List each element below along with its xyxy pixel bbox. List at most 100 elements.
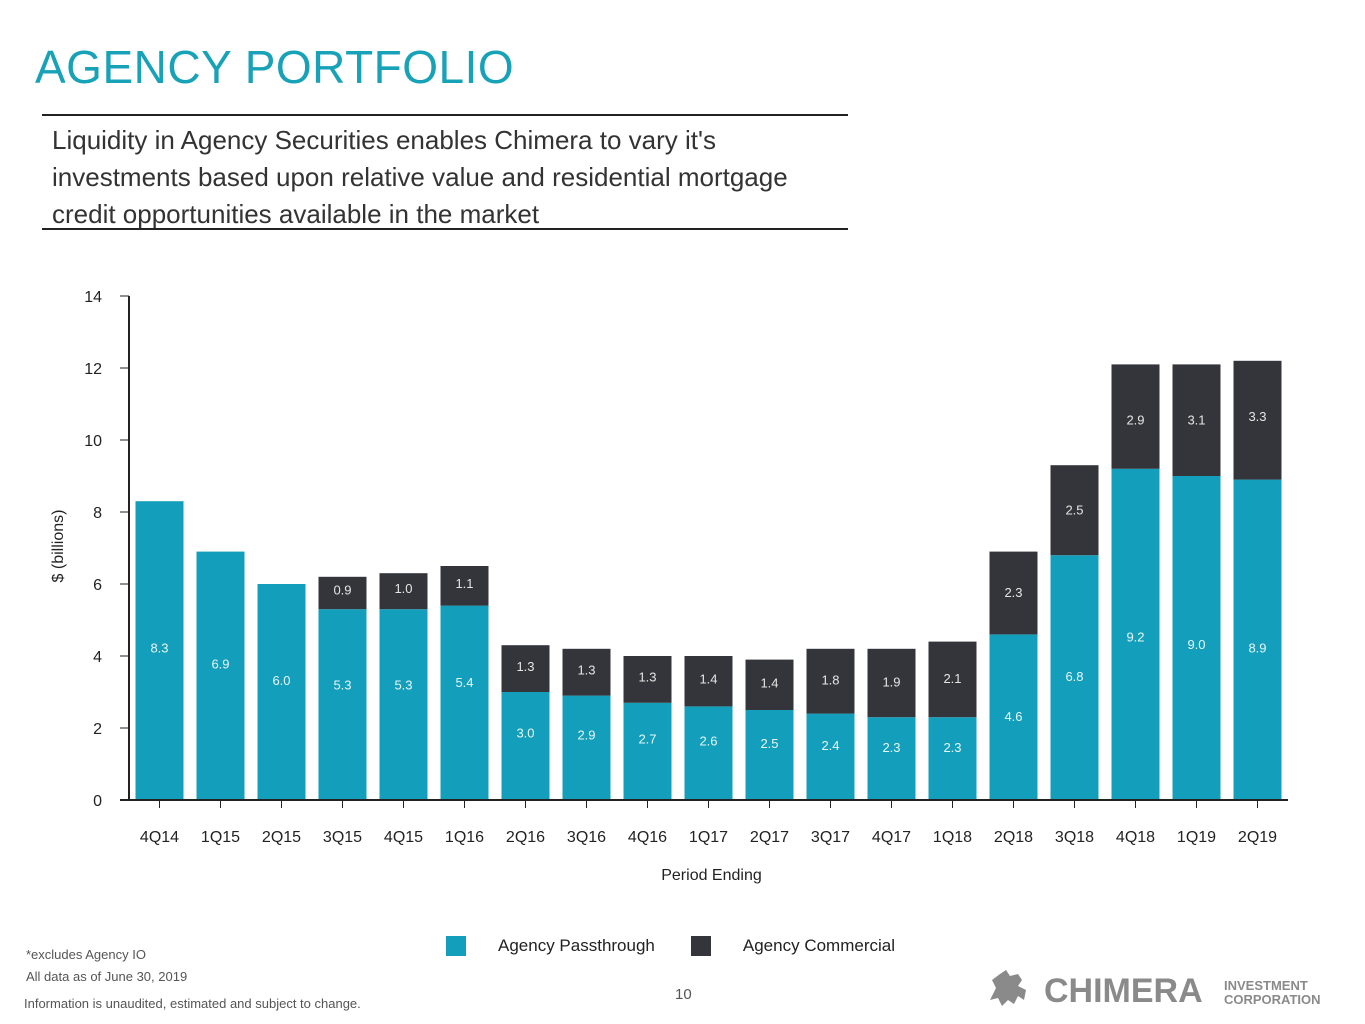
x-tick-label-2Q15: 2Q15 xyxy=(262,829,301,846)
data-label-passthrough-2Q19: 8.9 xyxy=(1248,640,1266,655)
disclaimer: Information is unaudited, estimated and … xyxy=(24,996,361,1011)
y-tick-label-7: 14 xyxy=(84,289,102,306)
x-tick-label-1Q19: 1Q19 xyxy=(1177,829,1216,846)
legend-swatch-commercial xyxy=(690,936,711,956)
data-label-commercial-4Q15: 1.0 xyxy=(394,581,412,596)
bar-commercial-4Q17 xyxy=(867,648,916,718)
bar-passthrough-1Q18 xyxy=(928,717,977,800)
x-tick-label-2Q19: 2Q19 xyxy=(1238,829,1277,846)
y-tick-label-3: 6 xyxy=(93,577,102,594)
bar-commercial-1Q19 xyxy=(1172,364,1221,476)
data-label-passthrough-3Q17: 2.4 xyxy=(821,738,839,753)
data-label-passthrough-2Q18: 4.6 xyxy=(1004,709,1022,724)
data-label-passthrough-4Q18: 9.2 xyxy=(1126,630,1144,645)
logo-line1: INVESTMENT xyxy=(1224,978,1308,993)
bar-commercial-1Q17 xyxy=(684,656,733,707)
data-label-passthrough-1Q18: 2.3 xyxy=(943,740,961,755)
bar-passthrough-3Q15 xyxy=(318,609,367,800)
data-label-passthrough-4Q15: 5.3 xyxy=(394,677,412,692)
bar-commercial-3Q18 xyxy=(1050,465,1099,556)
data-label-commercial-1Q16: 1.1 xyxy=(455,576,473,591)
x-tick-label-4Q17: 4Q17 xyxy=(872,829,911,846)
x-tick-label-2Q18: 2Q18 xyxy=(994,829,1033,846)
x-tick-label-2Q17: 2Q17 xyxy=(750,829,789,846)
bar-passthrough-2Q18 xyxy=(989,634,1038,800)
data-label-passthrough-4Q17: 2.3 xyxy=(882,740,900,755)
bar-commercial-2Q17 xyxy=(745,659,794,710)
data-label-commercial-2Q18: 2.3 xyxy=(1004,585,1022,600)
y-tick-label-6: 12 xyxy=(84,361,102,378)
data-label-passthrough-3Q15: 5.3 xyxy=(333,677,351,692)
x-tick-label-3Q17: 3Q17 xyxy=(811,829,850,846)
x-tick-label-2Q16: 2Q16 xyxy=(506,829,545,846)
x-tick-label-1Q16: 1Q16 xyxy=(445,829,484,846)
y-tick-label-4: 8 xyxy=(93,505,102,522)
bar-passthrough-2Q19 xyxy=(1233,479,1282,800)
bar-passthrough-1Q19 xyxy=(1172,476,1221,800)
bar-commercial-2Q18 xyxy=(989,551,1038,635)
bar-commercial-2Q19 xyxy=(1233,360,1282,480)
data-label-passthrough-1Q17: 2.6 xyxy=(699,734,717,749)
data-label-passthrough-2Q15: 6.0 xyxy=(272,673,290,688)
bar-passthrough-2Q17 xyxy=(745,710,794,800)
data-label-commercial-2Q19: 3.3 xyxy=(1248,409,1266,424)
bar-passthrough-1Q16 xyxy=(440,605,489,800)
data-label-commercial-1Q17: 1.4 xyxy=(699,672,717,687)
footnote: *excludes Agency IO xyxy=(26,947,146,962)
x-tick-label-3Q16: 3Q16 xyxy=(567,829,606,846)
bar-passthrough-3Q17 xyxy=(806,713,855,800)
x-tick-label-4Q15: 4Q15 xyxy=(384,829,423,846)
data-label-commercial-2Q17: 1.4 xyxy=(760,675,778,690)
legend-swatch-passthrough xyxy=(446,936,466,956)
bar-commercial-2Q16 xyxy=(501,645,550,692)
y-tick-label-5: 10 xyxy=(84,433,102,450)
subtitle-box: Liquidity in Agency Securities enables C… xyxy=(42,114,848,230)
bar-commercial-4Q18 xyxy=(1111,364,1160,469)
x-tick-label-4Q18: 4Q18 xyxy=(1116,829,1155,846)
data-label-passthrough-2Q16: 3.0 xyxy=(516,725,534,740)
bar-passthrough-4Q16 xyxy=(623,702,672,800)
data-label-commercial-3Q18: 2.5 xyxy=(1065,503,1083,518)
y-tick-label-1: 2 xyxy=(93,721,102,738)
bar-commercial-1Q18 xyxy=(928,641,977,718)
bar-commercial-3Q16 xyxy=(562,648,611,696)
bar-passthrough-4Q17 xyxy=(867,717,916,800)
data-label-commercial-2Q16: 1.3 xyxy=(516,659,534,674)
x-tick-label-1Q17: 1Q17 xyxy=(689,829,728,846)
x-tick-label-1Q18: 1Q18 xyxy=(933,829,972,846)
data-label-passthrough-1Q15: 6.9 xyxy=(211,657,229,672)
bar-commercial-4Q16 xyxy=(623,656,672,703)
y-tick-label-2: 4 xyxy=(93,649,102,666)
bar-passthrough-4Q15 xyxy=(379,609,428,800)
data-label-commercial-3Q17: 1.8 xyxy=(821,672,839,687)
bar-passthrough-3Q18 xyxy=(1050,555,1099,800)
x-tick-label-4Q14: 4Q14 xyxy=(140,829,179,846)
bar-commercial-1Q16 xyxy=(440,566,489,606)
bar-passthrough-4Q14 xyxy=(135,501,184,800)
data-label-commercial-4Q16: 1.3 xyxy=(638,670,656,685)
data-label-commercial-4Q18: 2.9 xyxy=(1126,412,1144,427)
chart-legend: Agency Passthrough Agency Commercial xyxy=(446,936,931,956)
x-axis-title: Period Ending xyxy=(661,867,762,884)
as-of-date: All data as of June 30, 2019 xyxy=(26,969,188,984)
data-label-commercial-4Q17: 1.9 xyxy=(882,674,900,689)
x-tick-label-3Q15: 3Q15 xyxy=(323,829,362,846)
bar-passthrough-4Q18 xyxy=(1111,468,1160,800)
bar-passthrough-1Q15 xyxy=(196,551,245,800)
logo-line2: CORPORATION xyxy=(1224,992,1321,1007)
legend-label-passthrough: Agency Passthrough xyxy=(498,936,655,955)
bar-commercial-3Q15 xyxy=(318,576,367,610)
x-tick-label-1Q15: 1Q15 xyxy=(201,829,240,846)
legend-item-commercial: Agency Commercial xyxy=(690,936,895,956)
page-number: 10 xyxy=(675,986,692,1003)
chimera-logo: CHIMERA INVESTMENT CORPORATION xyxy=(990,970,1321,1010)
y-axis-title: $ (billions) xyxy=(50,510,67,583)
data-label-passthrough-2Q17: 2.5 xyxy=(760,736,778,751)
legend-label-commercial: Agency Commercial xyxy=(742,936,895,955)
logo-wordmark: CHIMERA xyxy=(1044,972,1203,1010)
bar-passthrough-2Q16 xyxy=(501,692,550,800)
bar-commercial-3Q17 xyxy=(806,648,855,714)
y-tick-label-0: 0 xyxy=(93,793,102,810)
bar-passthrough-3Q16 xyxy=(562,695,611,800)
data-label-commercial-1Q19: 3.1 xyxy=(1187,412,1205,427)
